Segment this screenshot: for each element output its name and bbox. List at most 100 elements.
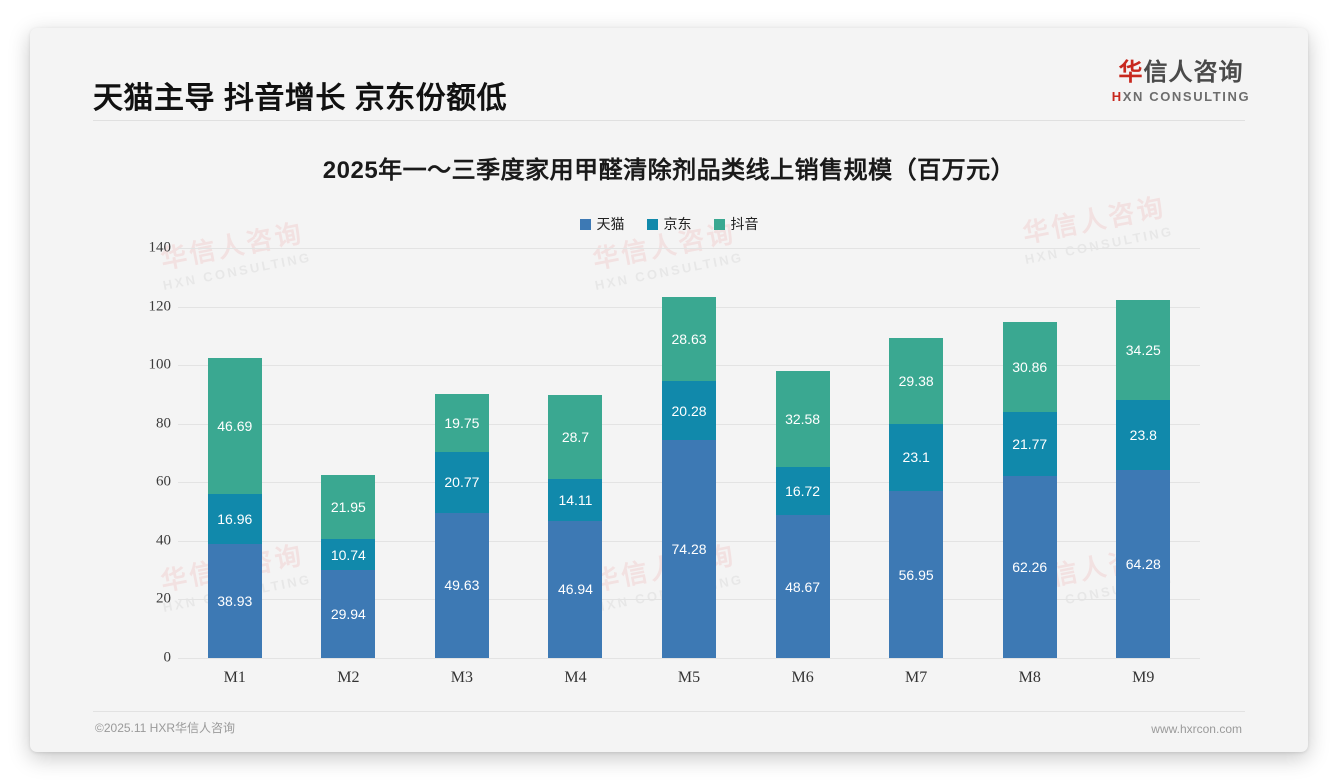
x-axis-tick-M5: M5 bbox=[677, 669, 701, 686]
bar-segment-天猫-M9[interactable]: 64.28 bbox=[1116, 469, 1171, 658]
bar-value-label: 38.93 bbox=[217, 593, 253, 609]
y-axis-tick-80: 80 bbox=[156, 415, 171, 432]
bar-segment-天猫-M3[interactable]: 49.63 bbox=[434, 512, 489, 658]
bar-value-label: 10.74 bbox=[330, 546, 366, 563]
legend-swatch-icon bbox=[713, 218, 725, 230]
bar-group-M4[interactable]: 46.94 14.11 28.7 bbox=[519, 248, 633, 658]
y-axis-tick-120: 120 bbox=[148, 298, 172, 315]
bar-segment-天猫-M5[interactable]: 74.28 bbox=[662, 440, 717, 658]
bar-segment-京东-M1[interactable]: 16.96 bbox=[207, 494, 262, 544]
bar-value-label: 20.77 bbox=[444, 474, 480, 491]
bar-stack: 48.67 16.72 32.58 bbox=[775, 371, 830, 658]
x-axis-tick-M2: M2 bbox=[337, 669, 360, 686]
slide-header: 天猫主导 抖音增长 京东份额低 华信人咨询 HXN CONSULTING bbox=[30, 28, 1308, 120]
bar-segment-京东-M5[interactable]: 20.28 bbox=[662, 381, 717, 441]
chart-legend: 天猫 京东 抖音 bbox=[30, 214, 1308, 234]
bar-group-M7[interactable]: 56.95 23.1 29.38 bbox=[859, 248, 973, 658]
y-axis: 140 120 100 80 60 40 20 0 bbox=[115, 240, 172, 666]
bar-value-label: 21.77 bbox=[1012, 435, 1048, 452]
x-axis-tick-M6: M6 bbox=[791, 669, 814, 686]
header-divider bbox=[93, 120, 1245, 121]
bar-segment-抖音-M1[interactable]: 46.69 bbox=[207, 357, 262, 495]
bar-value-label: 49.63 bbox=[444, 577, 480, 594]
company-logo: 华信人咨询 HXN CONSULTING bbox=[1091, 59, 1271, 105]
y-axis-tick-0: 0 bbox=[163, 649, 172, 666]
bar-stack: 64.28 23.8 34.25 bbox=[1116, 299, 1171, 658]
slide-card: 华信人咨询 HXN CONSULTING 华信人咨询 HXN CONSULTIN… bbox=[30, 28, 1308, 752]
bar-stack: 46.94 14.11 28.7 bbox=[548, 395, 603, 658]
bar-segment-京东-M4[interactable]: 14.11 bbox=[548, 479, 603, 521]
legend-item-京东[interactable]: 京东 bbox=[646, 214, 692, 234]
bar-segment-抖音-M2[interactable]: 21.95 bbox=[321, 474, 376, 539]
bar-group-M8[interactable]: 62.26 21.77 30.86 bbox=[973, 248, 1087, 658]
x-axis-tick-M1: M1 bbox=[223, 669, 246, 686]
chart-title: 2025年一～三季度家用甲醛清除剂品类线上销售规模（百万元） bbox=[322, 157, 1016, 184]
bar-segment-京东-M3[interactable]: 20.77 bbox=[434, 451, 489, 513]
x-axis-tick-M8: M8 bbox=[1018, 669, 1041, 686]
footer-divider bbox=[93, 711, 1245, 712]
bar-value-label: 23.8 bbox=[1129, 426, 1157, 443]
bar-value-label: 74.28 bbox=[671, 541, 707, 558]
bar-segment-京东-M9[interactable]: 23.8 bbox=[1116, 400, 1171, 470]
bar-stack: 49.63 20.77 19.75 bbox=[434, 394, 489, 658]
x-axis-tick-M9: M9 bbox=[1132, 669, 1155, 686]
page-title: 天猫主导 抖音增长 京东份额低 bbox=[93, 82, 508, 115]
bar-segment-京东-M2[interactable]: 10.74 bbox=[321, 538, 376, 571]
logo-en-red-char: H bbox=[1111, 89, 1123, 105]
bar-group-M5[interactable]: 74.28 20.28 28.63 bbox=[632, 248, 746, 658]
bar-stack: 56.95 23.1 29.38 bbox=[889, 337, 944, 658]
bar-segment-抖音-M7[interactable]: 29.38 bbox=[889, 337, 944, 424]
bar-value-label: 14.11 bbox=[558, 491, 593, 508]
bar-segment-天猫-M8[interactable]: 62.26 bbox=[1002, 475, 1057, 658]
bar-segment-抖音-M6[interactable]: 32.58 bbox=[775, 371, 830, 467]
legend-swatch-icon bbox=[646, 218, 658, 230]
bar-segment-抖音-M3[interactable]: 19.75 bbox=[434, 394, 489, 452]
bar-segment-抖音-M8[interactable]: 30.86 bbox=[1002, 321, 1057, 412]
legend-swatch-icon bbox=[579, 218, 591, 230]
bar-segment-抖音-M9[interactable]: 34.25 bbox=[1116, 299, 1171, 401]
bar-value-label: 28.7 bbox=[561, 429, 590, 446]
x-axis-tick-M3: M3 bbox=[450, 669, 474, 686]
bar-group-M3[interactable]: 49.63 20.77 19.75 bbox=[405, 248, 519, 658]
bar-stack: 74.28 20.28 28.63 bbox=[662, 297, 717, 658]
bar-value-label: 21.95 bbox=[330, 498, 366, 515]
y-axis-tick-40: 40 bbox=[156, 532, 171, 549]
bar-group-M2[interactable]: 29.94 10.74 21.95 bbox=[292, 248, 406, 658]
bar-group-M9[interactable]: 64.28 23.8 34.25 bbox=[1087, 248, 1201, 658]
bar-segment-京东-M6[interactable]: 16.72 bbox=[775, 466, 830, 516]
chart-plot-area: 140 120 100 80 60 40 20 0 38.93 16.96 46.69 29.94 1… bbox=[30, 228, 1308, 698]
bar-value-label: 20.28 bbox=[671, 402, 707, 419]
legend-label: 抖音 bbox=[730, 216, 759, 232]
bar-stack: 29.94 10.74 21.95 bbox=[321, 474, 376, 658]
bar-value-label: 46.94 bbox=[557, 581, 593, 598]
bar-value-label: 32.58 bbox=[785, 410, 821, 427]
bar-segment-京东-M8[interactable]: 21.77 bbox=[1002, 411, 1057, 476]
bar-segment-京东-M7[interactable]: 23.1 bbox=[889, 423, 944, 492]
bar-value-label: 64.28 bbox=[1125, 555, 1161, 572]
bar-group-M1[interactable]: 38.93 16.96 46.69 bbox=[178, 248, 292, 658]
legend-label: 京东 bbox=[663, 216, 692, 232]
bar-segment-天猫-M7[interactable]: 56.95 bbox=[889, 491, 944, 658]
bar-segment-天猫-M4[interactable]: 46.94 bbox=[548, 520, 603, 658]
legend-item-天猫[interactable]: 天猫 bbox=[579, 214, 625, 234]
bar-segment-天猫-M2[interactable]: 29.94 bbox=[321, 570, 376, 658]
footer-website: www.hxrcon.com bbox=[1151, 722, 1242, 736]
bar-stack: 38.93 16.96 46.69 bbox=[207, 357, 262, 658]
bar-value-label: 29.38 bbox=[898, 372, 934, 389]
logo-chinese-text: 华信人咨询 bbox=[1091, 59, 1271, 86]
bar-value-label: 29.94 bbox=[330, 606, 366, 623]
bar-segment-抖音-M4[interactable]: 28.7 bbox=[548, 395, 603, 480]
x-axis: M1 M2 M3 M4 M5 M6 M7 M8 M9 bbox=[178, 658, 1200, 694]
legend-item-抖音[interactable]: 抖音 bbox=[713, 214, 759, 234]
bar-group-M6[interactable]: 48.67 16.72 32.58 bbox=[746, 248, 860, 658]
bar-stack: 62.26 21.77 30.86 bbox=[1002, 321, 1057, 658]
gridline bbox=[178, 248, 1200, 249]
bar-segment-天猫-M1[interactable]: 38.93 bbox=[207, 544, 262, 658]
bar-segment-抖音-M5[interactable]: 28.63 bbox=[662, 297, 717, 382]
bar-segment-天猫-M6[interactable]: 48.67 bbox=[775, 515, 830, 658]
chart-bars: 38.93 16.96 46.69 29.94 10.74 21.95 49.63 20.77… bbox=[178, 248, 1200, 658]
logo-cn-rest: 信人咨询 bbox=[1143, 59, 1244, 86]
bar-value-label: 56.95 bbox=[898, 566, 934, 583]
legend-label: 天猫 bbox=[596, 216, 625, 232]
bar-value-label: 28.63 bbox=[671, 331, 707, 348]
